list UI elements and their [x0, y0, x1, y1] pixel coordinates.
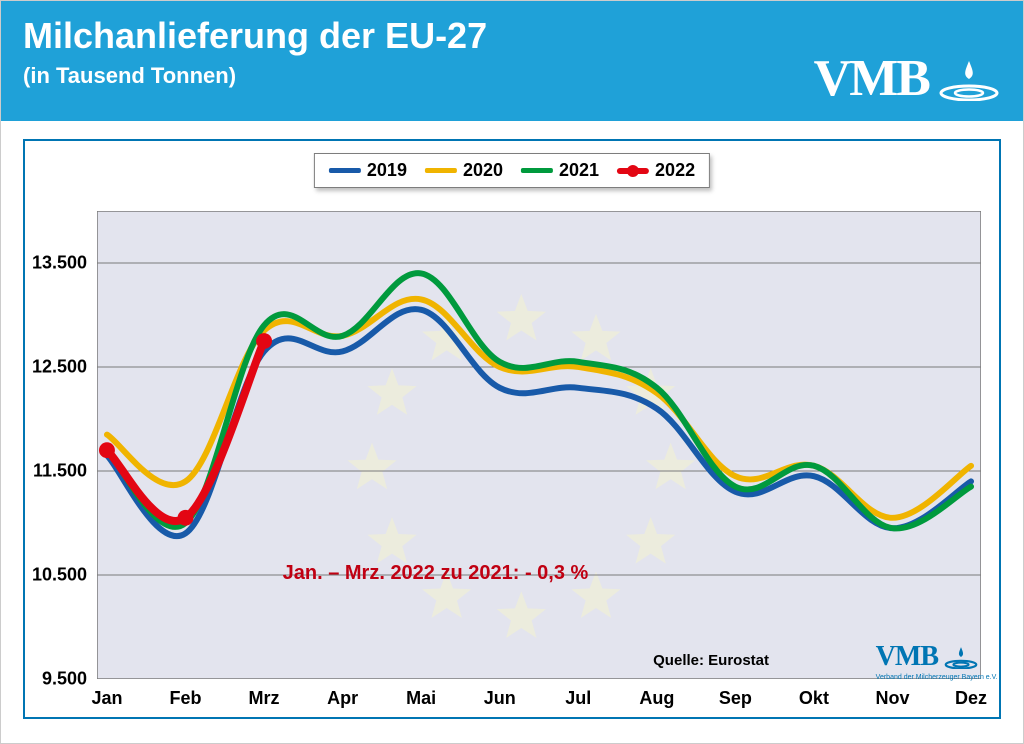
- header-bar: Milchanlieferung der EU-27 (in Tausend T…: [1, 1, 1023, 121]
- x-axis-tick: Dez: [955, 688, 987, 709]
- x-axis-tick: Jun: [484, 688, 516, 709]
- chart-container: 2019202020212022 9.50010.50011.50012.500…: [23, 139, 1001, 719]
- legend-label: 2019: [367, 160, 407, 181]
- logo-small-text: VMB: [876, 641, 938, 673]
- x-axis-tick: Feb: [169, 688, 201, 709]
- y-axis-tick: 9.500: [27, 669, 87, 690]
- x-axis-tick: Nov: [875, 688, 909, 709]
- legend-label: 2021: [559, 160, 599, 181]
- y-axis-tick: 13.500: [27, 253, 87, 274]
- logo-small: VMB Verband der Milcherzeuger Bayern e.V…: [876, 641, 979, 673]
- legend-label: 2020: [463, 160, 503, 181]
- legend-item-2019: 2019: [329, 160, 407, 181]
- logo-text: VMB: [814, 49, 929, 108]
- x-axis-tick: Mrz: [249, 688, 280, 709]
- chart-plot: 9.50010.50011.50012.50013.500JanFebMrzAp…: [97, 211, 981, 679]
- chart-legend: 2019 2020 2021 2022: [314, 153, 710, 188]
- legend-swatch: [329, 168, 361, 173]
- x-axis-tick: Sep: [719, 688, 752, 709]
- x-axis-tick: Okt: [799, 688, 829, 709]
- legend-item-2021: 2021: [521, 160, 599, 181]
- legend-label: 2022: [655, 160, 695, 181]
- page: Milchanlieferung der EU-27 (in Tausend T…: [0, 0, 1024, 744]
- legend-swatch: [425, 168, 457, 173]
- legend-swatch: [617, 168, 649, 174]
- x-axis-tick: Apr: [327, 688, 358, 709]
- chart-annotation: Jan. – Mrz. 2022 zu 2021: - 0,3 %: [283, 562, 589, 585]
- y-axis-tick: 10.500: [27, 565, 87, 586]
- y-axis-tick: 11.500: [27, 461, 87, 482]
- x-axis-tick: Mai: [406, 688, 436, 709]
- legend-item-2022: 2022: [617, 160, 695, 181]
- x-axis-tick: Jan: [91, 688, 122, 709]
- legend-swatch: [521, 168, 553, 173]
- x-axis-tick: Aug: [639, 688, 674, 709]
- logo-small-subtext: Verband der Milcherzeuger Bayern e.V.: [876, 674, 998, 681]
- x-axis-tick: Jul: [565, 688, 591, 709]
- logo-main: VMB: [814, 49, 1001, 108]
- y-axis-tick: 12.500: [27, 356, 87, 377]
- milk-drop-icon: [943, 645, 979, 669]
- legend-item-2020: 2020: [425, 160, 503, 181]
- source-label: Quelle: Eurostat: [653, 652, 769, 669]
- chart-svg: [97, 211, 981, 679]
- milk-drop-icon: [937, 57, 1001, 101]
